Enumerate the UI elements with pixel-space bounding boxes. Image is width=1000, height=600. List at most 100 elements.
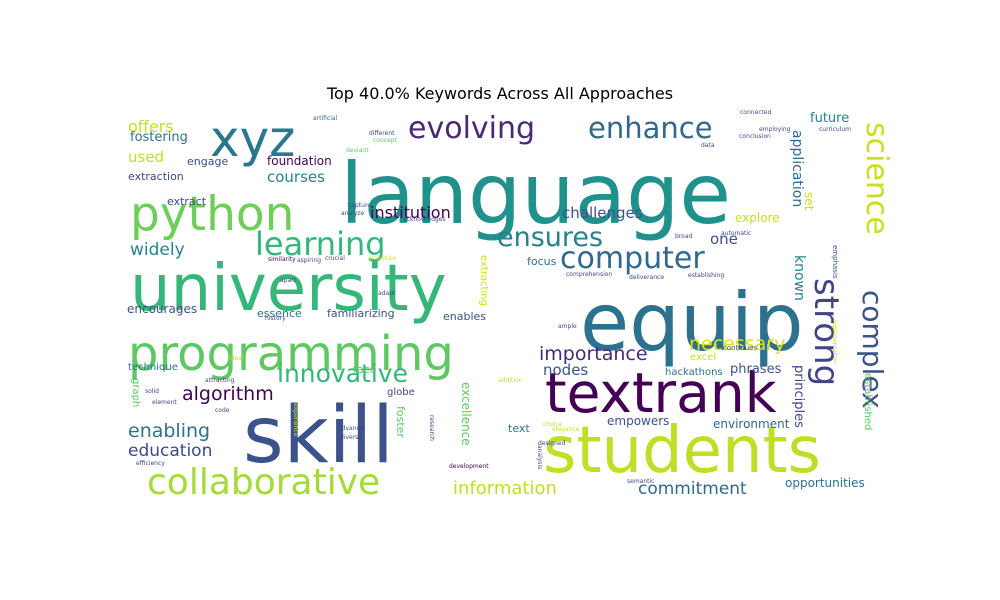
word-algorithm: algorithm bbox=[182, 383, 274, 405]
word-broad: broad bbox=[675, 233, 692, 240]
word-empowers: empowers bbox=[607, 414, 669, 428]
word-addition: addition bbox=[498, 377, 523, 384]
word-excellence: excellence bbox=[459, 382, 473, 446]
word-history: history bbox=[265, 315, 286, 322]
word-employing: employing bbox=[759, 126, 791, 133]
word-education: education bbox=[128, 441, 212, 461]
word-establishing: establishing bbox=[688, 272, 724, 279]
word-necessary: necessary bbox=[689, 333, 785, 355]
word-one: one bbox=[710, 230, 738, 248]
word-strong: strong bbox=[806, 278, 846, 386]
word-representation: representation bbox=[831, 320, 838, 364]
word-engage: engage bbox=[187, 155, 228, 168]
word-phrases: phrases bbox=[730, 362, 782, 377]
word-future: future bbox=[810, 111, 849, 126]
word-environment: environment bbox=[713, 417, 790, 431]
word-ample: ample bbox=[558, 323, 577, 330]
word-language: language bbox=[340, 145, 731, 243]
word-crucial: crucial bbox=[325, 255, 345, 262]
word-deliverance: deliverance bbox=[629, 274, 664, 281]
word-known: known bbox=[791, 255, 807, 301]
word-attracting: attracting bbox=[205, 377, 235, 384]
word-evolving: evolving bbox=[408, 111, 535, 146]
word-similarity: similarity bbox=[268, 256, 296, 263]
word-commitment: commitment bbox=[638, 479, 747, 498]
word-curriculum: curriculum bbox=[819, 126, 851, 133]
word-analysis: analysis bbox=[536, 445, 543, 469]
word-foster: foster bbox=[394, 406, 407, 438]
word-essence: essence bbox=[257, 307, 302, 320]
word-skill: skill bbox=[243, 391, 394, 481]
word-advance: advance bbox=[338, 425, 364, 432]
word-elegance: elegance bbox=[552, 426, 580, 433]
word-text: text bbox=[508, 422, 530, 435]
word-students: students bbox=[543, 414, 821, 488]
word-science: science bbox=[859, 122, 894, 235]
word-familiarizing: familiarizing bbox=[327, 307, 395, 320]
word-ideal: ideal bbox=[229, 355, 244, 362]
word-proactive: proactive bbox=[368, 255, 396, 262]
word-challenges: challenges bbox=[562, 204, 643, 222]
word-textrank: textrank bbox=[545, 361, 777, 425]
word-graph: graph bbox=[130, 378, 141, 407]
word-offers: offers bbox=[128, 117, 174, 136]
word-deviant: deviant bbox=[346, 147, 369, 154]
chart-title: Top 40.0% Keywords Across All Approaches bbox=[326, 84, 674, 103]
word-excel: excel bbox=[690, 352, 716, 363]
word-institution: institution bbox=[370, 203, 451, 222]
word-diverse: diverse bbox=[340, 434, 362, 441]
word-explore: explore bbox=[735, 211, 780, 225]
word-analyze: analyze bbox=[341, 210, 365, 217]
word-opportunities: opportunities bbox=[785, 476, 865, 490]
word-extracting: extracting bbox=[478, 255, 489, 306]
word-data: data bbox=[701, 142, 715, 149]
word-extract: extract bbox=[167, 195, 207, 208]
word-emphasis: emphasis bbox=[831, 245, 839, 279]
word-capture: capture bbox=[348, 202, 371, 209]
word-hackathons: hackathons bbox=[665, 367, 723, 378]
word-python: python bbox=[130, 187, 294, 242]
word-foundation: foundation bbox=[267, 154, 332, 168]
word-encourages: encourages bbox=[127, 302, 197, 316]
word-extraction: extraction bbox=[128, 170, 184, 183]
word-artificial: artificial bbox=[313, 115, 338, 122]
word-solid: solid bbox=[145, 388, 159, 395]
word-collaborative: collaborative bbox=[147, 462, 380, 498]
word-xyz: xyz bbox=[210, 110, 295, 168]
word-enabling: enabling bbox=[128, 420, 210, 442]
word-importance: importance bbox=[539, 343, 648, 365]
word-set: set bbox=[802, 192, 816, 211]
word-adapt: adapt bbox=[378, 290, 396, 297]
word-conclusion: conclusion bbox=[739, 133, 771, 140]
word-continues: continues bbox=[723, 344, 757, 352]
word-enhance: enhance bbox=[588, 111, 713, 145]
word-widely: widely bbox=[130, 240, 185, 260]
word-acknowledges: acknowledges bbox=[403, 216, 446, 223]
word-apart: apart bbox=[280, 277, 297, 284]
word-enables: enables bbox=[443, 310, 486, 323]
word-programming: programming bbox=[128, 326, 454, 382]
word-learning: learning bbox=[255, 225, 386, 263]
word-nodes: nodes bbox=[543, 361, 588, 379]
word-concept: concept bbox=[373, 137, 398, 144]
word-globe: globe bbox=[387, 387, 415, 398]
word-connected: connected bbox=[740, 110, 772, 116]
word-technique: technique bbox=[128, 362, 178, 373]
word-development: development bbox=[449, 463, 489, 470]
word-face: face bbox=[353, 363, 377, 376]
word-experience: experience bbox=[292, 403, 299, 437]
word-used: used bbox=[128, 148, 164, 166]
word-aspiring: aspiring bbox=[297, 257, 321, 264]
word-efficiency: efficiency bbox=[136, 460, 165, 467]
word-established: established bbox=[862, 373, 873, 430]
word-semantic: semantic bbox=[627, 478, 654, 485]
word-application: application bbox=[789, 130, 805, 207]
word-fostering: fostering bbox=[130, 130, 188, 145]
word-comprehension: comprehension bbox=[566, 271, 612, 278]
word-innovative: innovative bbox=[277, 359, 408, 388]
word-university: university bbox=[130, 252, 447, 326]
word-code: code bbox=[215, 407, 230, 414]
word-complex: complex bbox=[856, 290, 889, 409]
